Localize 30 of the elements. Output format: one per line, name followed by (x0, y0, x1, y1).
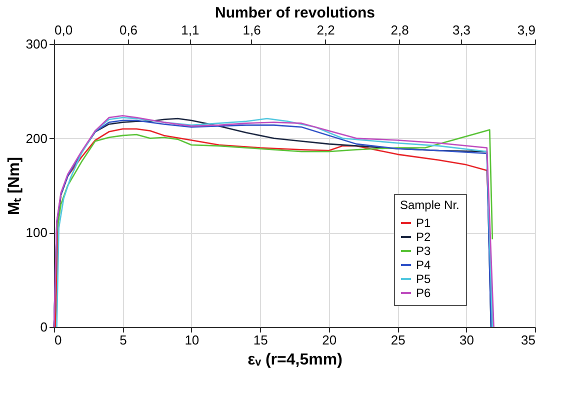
legend-title: Sample Nr. (400, 198, 460, 212)
x-tick-label: 10 (184, 332, 200, 348)
legend-label: P4 (416, 258, 432, 272)
x2-tick-label: 1,6 (242, 22, 261, 38)
y-axis-title: Mₜ [Nm] (6, 156, 23, 216)
legend-label: P1 (416, 216, 432, 230)
x-tick-label: 30 (460, 332, 474, 348)
x2-tick-label: 2,2 (316, 22, 335, 38)
x-tick-label: 35 (521, 332, 536, 348)
x2-tick-label: 2,8 (390, 22, 409, 38)
legend-label: P3 (416, 244, 432, 258)
x-tick-label: 20 (322, 332, 337, 348)
x2-tick-label: 1,1 (181, 22, 200, 38)
x-tick-label: 0 (54, 332, 62, 348)
x-tick-label: 15 (253, 332, 268, 348)
y-tick-label: 200 (26, 130, 48, 146)
x2-tick-label: 0,6 (119, 22, 138, 38)
x-tick-label: 25 (390, 332, 406, 348)
y-tick-label: 0 (40, 320, 48, 334)
y-tick-label: 100 (26, 225, 48, 240)
x-tick-label: 5 (120, 332, 127, 348)
x2-axis-title: Number of revolutions (214, 4, 376, 22)
x2-tick-label: 3,9 (517, 22, 536, 38)
legend-label: P2 (416, 230, 432, 244)
x2-tick-label: 0,0 (54, 22, 73, 38)
legend-label: P5 (416, 272, 432, 286)
y-tick-label: 300 (26, 36, 48, 52)
x-axis-title: εᵥ (r=4,5mm) (248, 352, 342, 368)
x2-tick-label: 3,3 (452, 22, 471, 38)
legend-label: P6 (416, 286, 432, 300)
